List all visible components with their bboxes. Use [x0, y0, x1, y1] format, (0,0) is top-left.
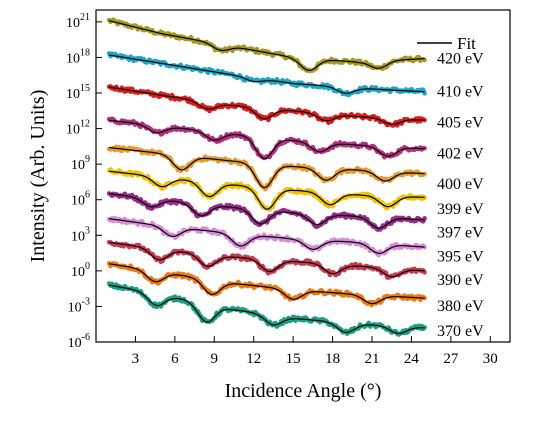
- series-label: 380 eV: [437, 298, 484, 315]
- series-397-ev: [106, 191, 427, 232]
- y-tick-label: 1021: [66, 12, 90, 31]
- y-axis: 10-6 10-3 100 103 106 109 1012 1015 1018 1021: [66, 12, 102, 351]
- series-data: [106, 215, 427, 258]
- series-data: [106, 84, 427, 128]
- y-tick-label: 1015: [66, 83, 90, 102]
- y-tick-label: 1018: [66, 47, 90, 66]
- series-402-ev: [106, 116, 427, 161]
- series-fit-line: [109, 86, 425, 125]
- x-tick-label: 27: [443, 351, 459, 367]
- x-tick-label: 18: [325, 351, 340, 367]
- series-fit-line: [108, 263, 425, 305]
- plot-frame: [95, 9, 511, 343]
- series-370-ev: [106, 281, 427, 337]
- y-tick-label: 109: [71, 154, 90, 173]
- series-fit-line: [109, 284, 425, 335]
- series-380-ev: [106, 261, 427, 308]
- series-fit-line: [109, 54, 425, 94]
- series-label: 397 eV: [437, 225, 484, 242]
- series-label: 390 eV: [437, 272, 484, 289]
- series-399-ev: [106, 167, 427, 212]
- series-fit-line: [109, 119, 425, 160]
- plot-area: [106, 17, 427, 337]
- series-label: 395 eV: [437, 248, 484, 265]
- series-410-ev: [106, 51, 427, 98]
- series-label: 400 eV: [437, 176, 484, 193]
- x-axis: 3 6 9 12 15 18 21 24 27 30: [132, 336, 498, 367]
- y-tick-label: 10-3: [68, 296, 90, 315]
- x-tick-label: 30: [483, 351, 498, 367]
- series-label: 420 eV: [437, 50, 484, 67]
- legend-fit-label: Fit: [457, 34, 476, 53]
- y-tick-label: 1012: [66, 119, 90, 138]
- series-420-ev: [106, 17, 427, 74]
- x-axis-label: Incidence Angle (°): [225, 380, 382, 402]
- y-tick-label: 103: [71, 225, 90, 244]
- x-tick-label: 9: [211, 351, 219, 367]
- series-label: 410 eV: [437, 84, 484, 101]
- series-fit-line: [109, 170, 425, 210]
- y-tick-label: 106: [71, 190, 90, 209]
- y-tick-label: 100: [71, 261, 90, 280]
- series-labels: 420 eV 410 eV 405 eV 402 eV 400 eV 399 eV 397 …: [437, 50, 484, 340]
- series-label: 402 eV: [437, 145, 484, 162]
- series-fit-line: [108, 20, 425, 71]
- y-tick-label: 10-6: [68, 332, 90, 351]
- y-axis-label: Intensity (Arb. Units): [27, 90, 49, 263]
- series-fit-line: [109, 241, 425, 278]
- series-label: 405 eV: [437, 114, 484, 131]
- series-400-ev: [106, 144, 427, 192]
- series-data: [106, 281, 427, 337]
- series-label: 399 eV: [437, 201, 484, 218]
- x-tick-label: 21: [365, 351, 380, 367]
- series-data: [106, 116, 427, 161]
- series-fit-line: [109, 193, 425, 229]
- series-390-ev: [106, 239, 427, 280]
- x-tick-label: 24: [404, 351, 420, 367]
- x-tick-label: 6: [171, 351, 179, 367]
- x-tick-label: 15: [286, 351, 301, 367]
- series-fit-line: [109, 218, 425, 254]
- series-data: [106, 239, 427, 280]
- legend: Fit: [417, 34, 476, 53]
- x-tick-label: 3: [132, 351, 140, 367]
- x-tick-label: 12: [246, 351, 261, 367]
- series-405-ev: [106, 84, 427, 128]
- series-label: 370 eV: [437, 323, 484, 340]
- series-fit-line: [109, 146, 425, 189]
- series-395-ev: [106, 215, 427, 258]
